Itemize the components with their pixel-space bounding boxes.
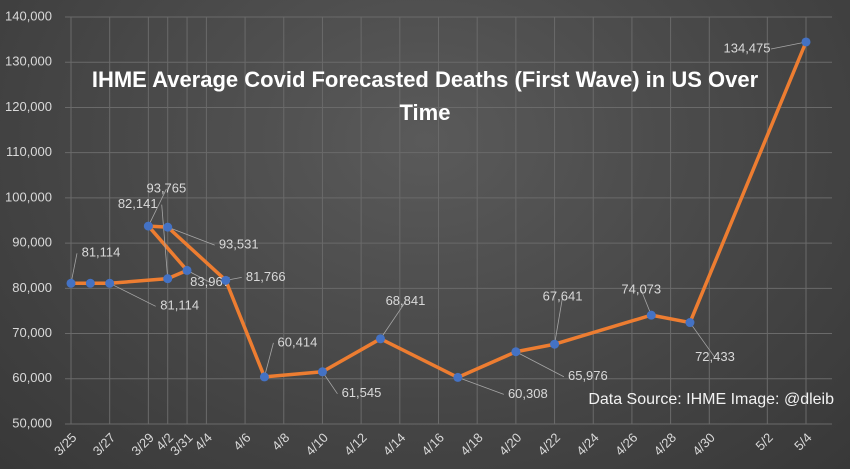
x-tick-label: 4/18 <box>457 430 486 459</box>
data-label: 60,414 <box>278 334 318 349</box>
x-tick-label: 5/4 <box>791 430 814 453</box>
y-tick-label: 110,000 <box>6 144 52 159</box>
leader-line <box>457 377 504 395</box>
x-tick-label: 4/26 <box>612 430 641 459</box>
leader-line <box>167 226 215 246</box>
data-label: 72,433 <box>695 349 735 364</box>
marker <box>550 339 560 349</box>
y-tick-label: 100,000 <box>5 189 52 204</box>
annotation: Data Source: IHME Image: @dleib <box>588 391 834 408</box>
marker <box>85 278 95 288</box>
x-tick-label: 3/25 <box>51 430 80 459</box>
leader-line <box>148 188 167 227</box>
y-tick-label: 70,000 <box>12 325 52 340</box>
marker <box>646 310 656 320</box>
marker <box>66 278 76 288</box>
data-label: 65,976 <box>568 368 608 383</box>
x-tick-label: 4/8 <box>269 430 292 453</box>
x-tick-label: 4/14 <box>380 430 409 459</box>
x-tick-label: 4/12 <box>341 430 370 459</box>
y-tick-label: 50,000 <box>12 415 52 430</box>
chart-title: IHME Average Covid Forecasted Deaths (Fi… <box>91 67 759 125</box>
x-tick-label: 4/20 <box>496 430 525 459</box>
x-tick-label: 5/2 <box>752 430 775 453</box>
data-label: 60,308 <box>508 386 548 401</box>
marker <box>259 372 269 382</box>
data-label: 93,531 <box>219 237 259 252</box>
marker <box>163 274 173 284</box>
leader-line <box>264 342 274 378</box>
marker <box>182 265 192 275</box>
marker <box>105 278 115 288</box>
leader-line <box>770 41 807 50</box>
x-tick-label: 4/10 <box>302 430 331 459</box>
data-label: 83,967 <box>190 274 230 289</box>
leader-line <box>689 322 716 358</box>
marker <box>511 347 521 357</box>
marker <box>685 318 695 328</box>
marker <box>143 221 153 231</box>
marker <box>801 37 811 47</box>
x-tick-label: 4/30 <box>689 430 718 459</box>
leader-line <box>161 204 169 279</box>
y-tick-label: 140,000 <box>5 8 52 23</box>
leader-line <box>380 301 406 340</box>
data-label: 81,114 <box>160 298 199 313</box>
marker <box>163 222 173 232</box>
leader-line <box>109 282 156 307</box>
data-label: 81,766 <box>246 269 286 284</box>
x-tick-label: 3/29 <box>128 430 157 459</box>
y-tick-label: 120,000 <box>5 99 52 114</box>
x-tick-label: 4/24 <box>573 430 602 459</box>
x-tick-label: 4/16 <box>419 430 448 459</box>
x-tick-label: 4/28 <box>651 430 680 459</box>
data-label: 74,073 <box>621 282 661 297</box>
x-tick-label: 4/4 <box>192 430 215 453</box>
data-label: 61,545 <box>342 385 382 400</box>
marker <box>375 334 385 344</box>
leader-line <box>554 297 563 345</box>
leader-line <box>70 253 78 284</box>
y-tick-label: 80,000 <box>12 280 52 295</box>
data-label: 134,475 <box>724 40 771 55</box>
marker <box>221 275 231 285</box>
x-tick-label: 3/27 <box>90 430 119 459</box>
data-label: 67,641 <box>543 289 583 304</box>
marker <box>453 372 463 382</box>
leader-line <box>515 351 565 378</box>
data-label: 68,841 <box>386 293 426 308</box>
y-tick-label: 130,000 <box>5 54 52 69</box>
y-tick-label: 60,000 <box>12 370 52 385</box>
data-label: 82,141 <box>118 196 158 211</box>
marker <box>317 367 327 377</box>
data-label: 93,765 <box>146 181 186 196</box>
x-tick-label: 4/6 <box>230 430 253 453</box>
x-tick-label: 4/22 <box>535 430 564 459</box>
y-tick-label: 90,000 <box>12 235 52 250</box>
data-label: 81,114 <box>82 245 121 260</box>
